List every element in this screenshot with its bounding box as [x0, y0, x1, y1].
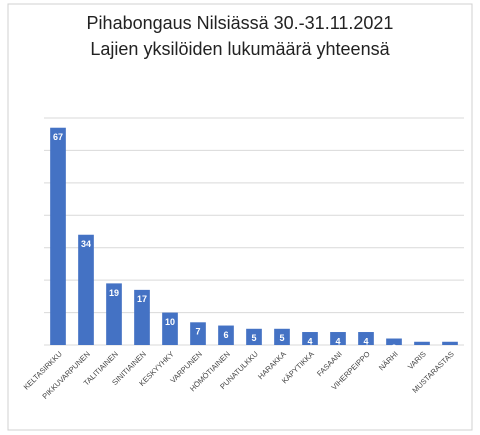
bar	[274, 328, 290, 345]
value-label: 6	[223, 330, 228, 340]
bar	[246, 328, 262, 345]
bar	[218, 325, 234, 345]
bar	[50, 127, 66, 345]
value-label: 4	[307, 336, 312, 346]
bar	[302, 332, 318, 345]
value-label: 1	[447, 346, 452, 356]
bar	[106, 283, 122, 345]
bar	[330, 332, 346, 345]
bar	[162, 312, 178, 345]
bar	[414, 341, 430, 345]
value-label: 4	[363, 336, 368, 346]
chart-subtitle: Lajien yksilöiden lukumäärä yhteensä	[90, 39, 390, 59]
value-label: 1	[419, 346, 424, 356]
chart-title: Pihabongaus Nilsiässä 30.-31.11.2021	[87, 13, 394, 33]
value-label: 7	[195, 327, 200, 337]
bar	[78, 234, 94, 345]
chart-frame	[7, 3, 473, 431]
value-label: 2	[391, 343, 396, 353]
bar	[134, 289, 150, 345]
value-label: 19	[109, 288, 119, 298]
value-label: 4	[335, 336, 340, 346]
value-label: 10	[165, 317, 175, 327]
bar	[386, 338, 402, 345]
value-label: 34	[81, 239, 91, 249]
value-label: 5	[279, 333, 284, 343]
value-label: 67	[53, 132, 63, 142]
value-label: 17	[137, 294, 147, 304]
bar	[442, 341, 458, 345]
bar	[190, 322, 206, 345]
value-label: 5	[251, 333, 256, 343]
bar	[358, 332, 374, 345]
